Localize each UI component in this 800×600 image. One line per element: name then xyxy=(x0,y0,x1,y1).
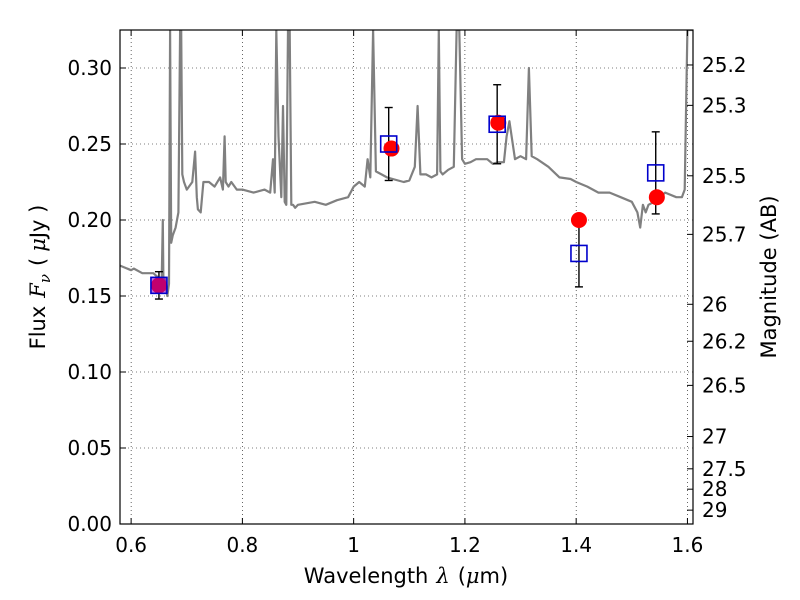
y-axis-label-unit-open: ( xyxy=(26,258,50,266)
spectrum-line xyxy=(120,30,693,298)
y-axis-label: Flux Fν ( μJy ) xyxy=(26,205,54,350)
y-tick-label: 0.05 xyxy=(67,436,112,460)
x-tick-label: 1.6 xyxy=(672,533,704,557)
y-axis-label-sub: ν xyxy=(36,274,54,283)
x-tick-label: 0.6 xyxy=(115,533,147,557)
y-tick-label: 0.10 xyxy=(67,360,112,384)
y2-tick-label: 25.5 xyxy=(702,164,747,188)
y2-tick-label: 25.2 xyxy=(702,53,747,77)
x-tick-label: 1 xyxy=(347,533,360,557)
y2-tick-label: 26.2 xyxy=(702,329,747,353)
data-layer xyxy=(120,30,693,300)
y2-tick-label: 26.5 xyxy=(702,373,747,397)
y-tick-label: 0.25 xyxy=(67,132,112,156)
observed-point xyxy=(570,244,588,263)
x-tick-label: 1.4 xyxy=(560,533,592,557)
y2-tick-label: 25.7 xyxy=(702,222,747,246)
y-tick-label: 0.00 xyxy=(67,512,112,536)
x-tick-label: 1.2 xyxy=(449,533,481,557)
x-axis-label-text: Wavelength xyxy=(304,564,429,588)
y2-tick-label: 26 xyxy=(702,292,727,316)
x-axis-label-unit-rest: m) xyxy=(480,564,509,588)
y2-tick-label: 25.3 xyxy=(702,93,747,117)
x-axis-label: Wavelength λ (μm) xyxy=(304,564,508,588)
x-axis-label-symbol: λ xyxy=(435,564,449,588)
y-tick-label: 0.20 xyxy=(67,208,112,232)
observed-point xyxy=(488,115,506,134)
model-point xyxy=(570,212,587,228)
plot-frame xyxy=(119,29,694,525)
y2-tick-label: 27 xyxy=(702,425,727,449)
x-axis-label-unit-mu: μ xyxy=(466,564,480,588)
y-tick-label: 0.30 xyxy=(67,56,112,80)
observed-point xyxy=(646,164,665,182)
y2-tick-label: 29 xyxy=(702,498,727,522)
ticks: 0.6 0.8 1 1.2 1.4 1.6 0.00 0.05 0.10 0.15 0.20 0.25… xyxy=(67,30,747,557)
model-point xyxy=(648,189,665,206)
y2-axis-label: Magnitude (AB) xyxy=(757,195,781,358)
y-tick-label: 0.15 xyxy=(67,284,112,308)
x-axis-label-unit-open: ( xyxy=(458,564,466,588)
y-axis-label-symbol: F xyxy=(26,282,50,299)
y-axis-label-text: Flux xyxy=(26,306,50,350)
observed-point xyxy=(150,276,168,295)
y-axis-label-unit-mu: μ xyxy=(26,238,50,252)
y2-tick-label: 28 xyxy=(702,477,727,501)
observed-point xyxy=(379,135,398,153)
y2-tick-label: 27.5 xyxy=(702,457,747,481)
model-point xyxy=(490,114,507,131)
x-tick-label: 0.8 xyxy=(226,533,258,557)
y-axis-label-unit-rest: Jy ) xyxy=(26,205,50,241)
